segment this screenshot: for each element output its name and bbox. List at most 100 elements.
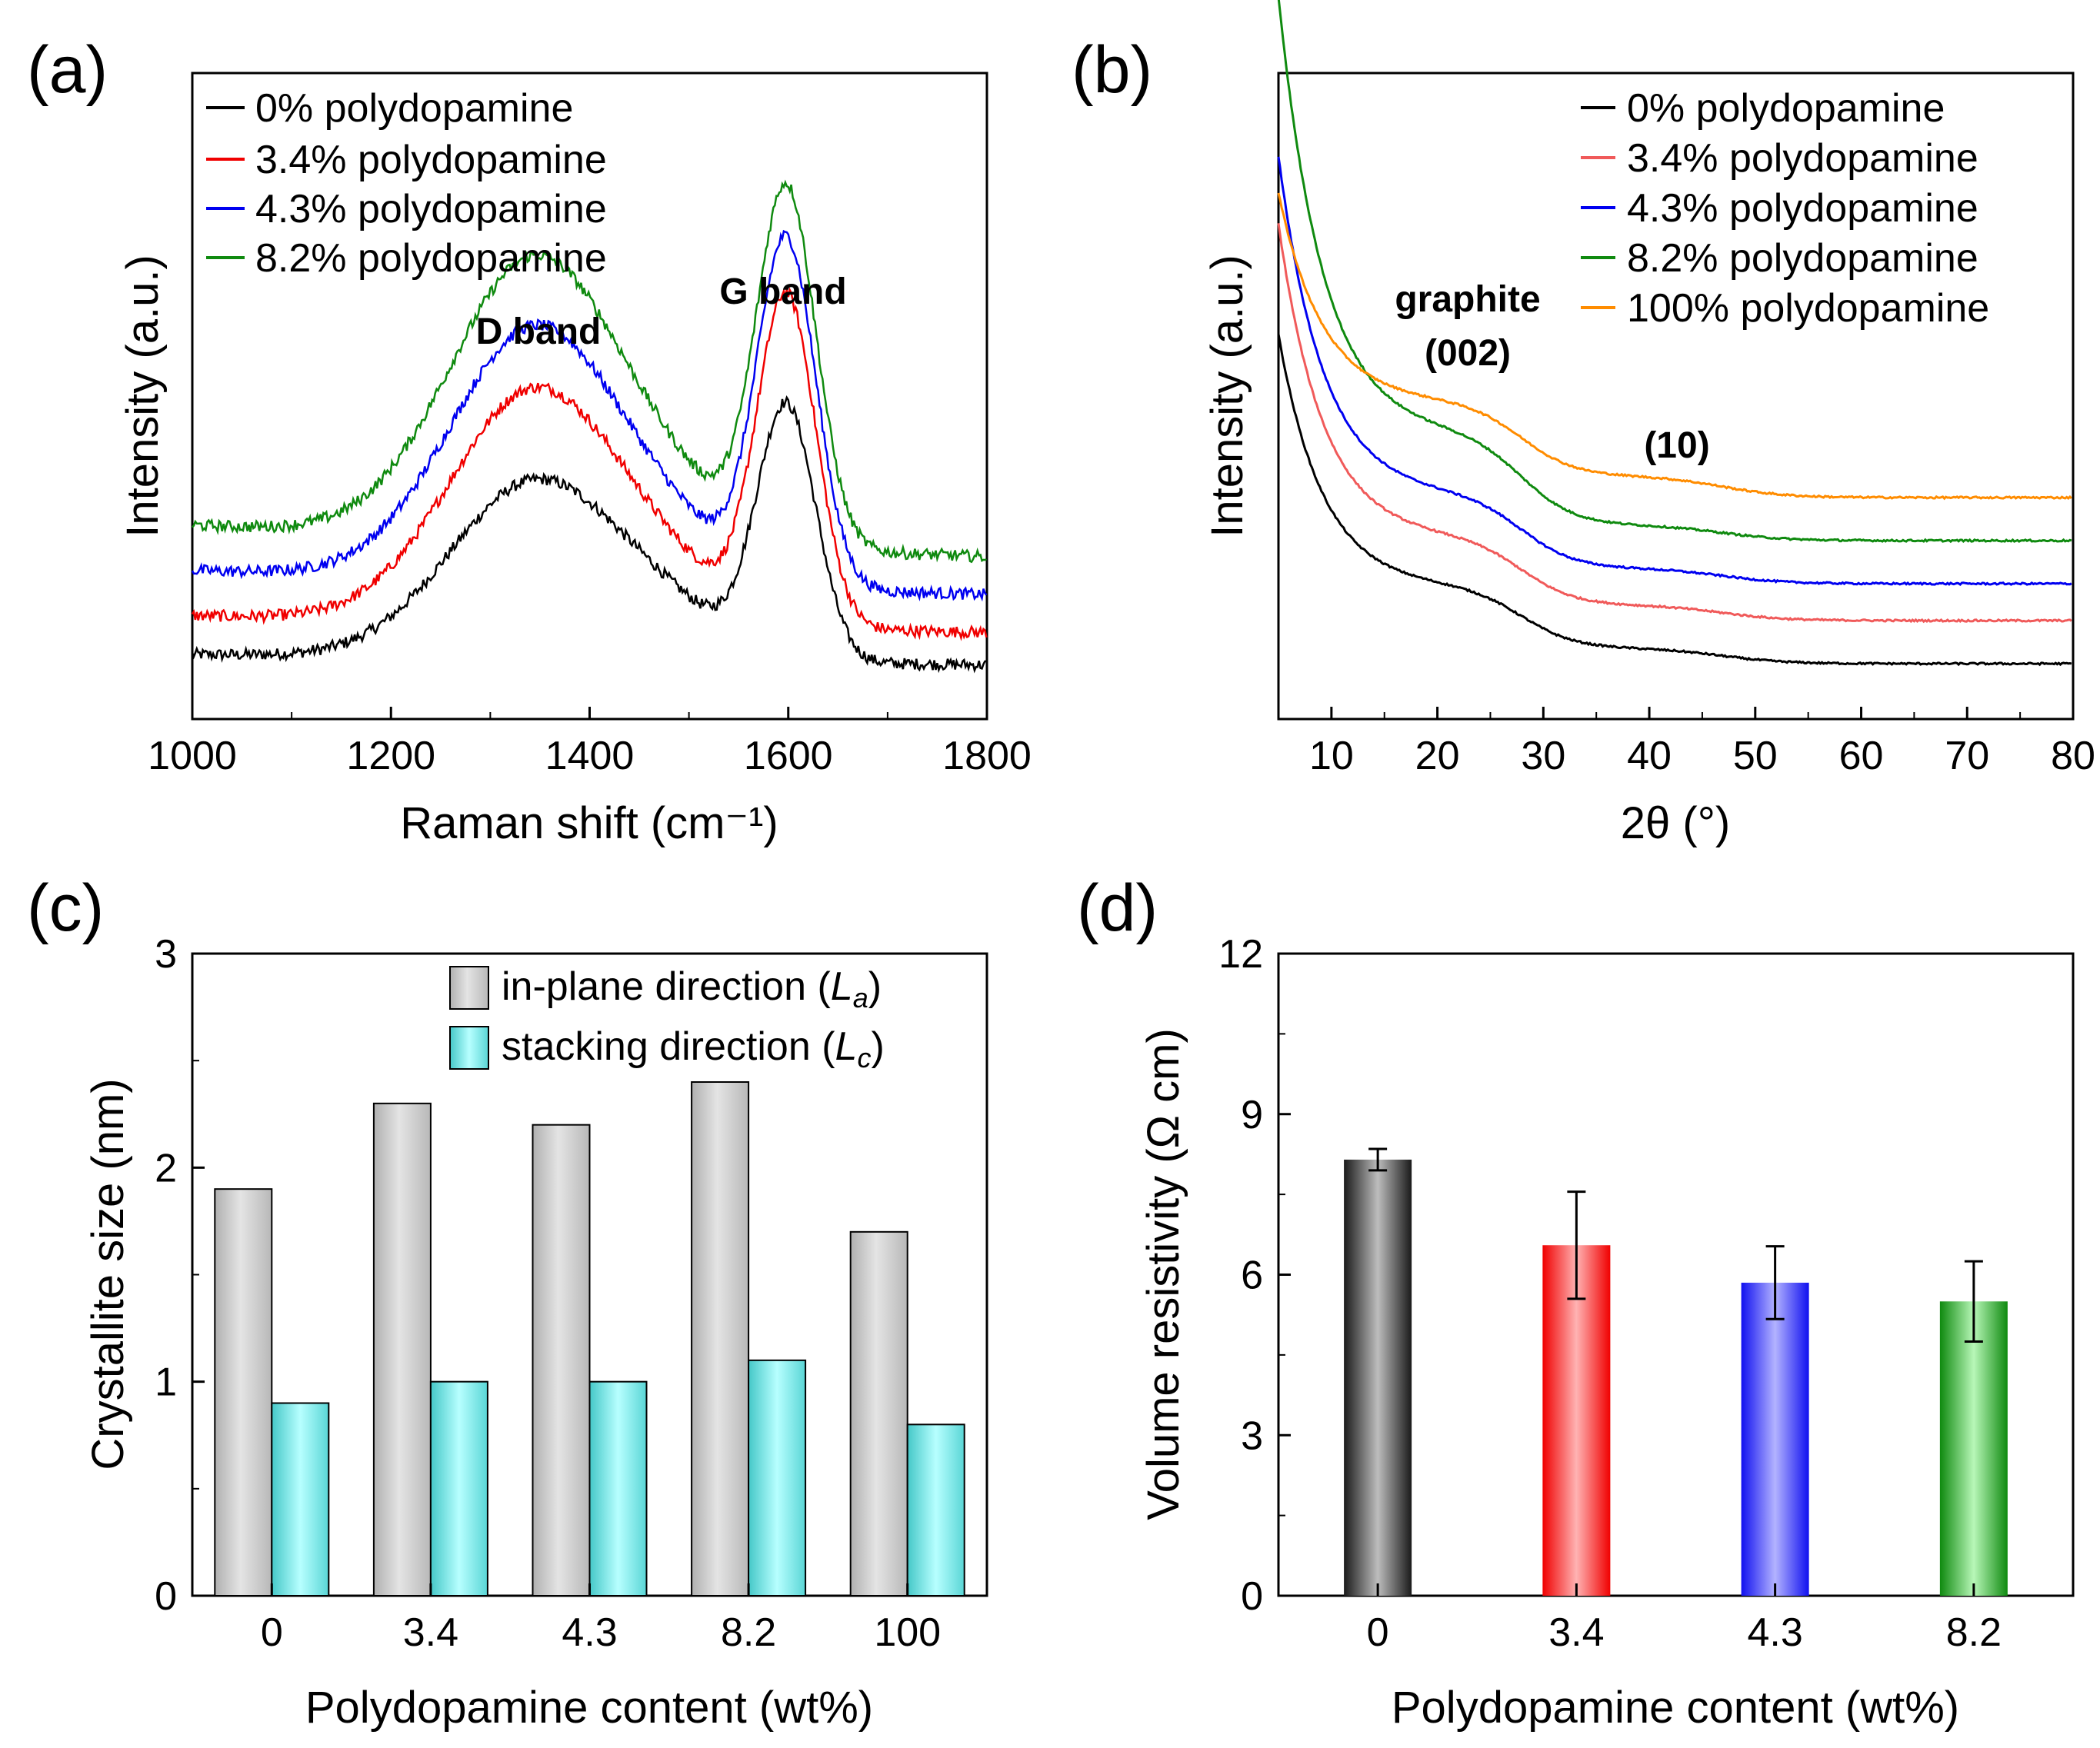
legend-item: in-plane direction (La): [449, 964, 882, 1014]
legend-item: 8.2% polydopamine: [1581, 236, 1978, 281]
x-axis-label: Polydopamine content (wt%): [1392, 1683, 1959, 1733]
x-axis-ticks: 10 20 30 40 50 60 70 80: [1309, 707, 2095, 778]
x-tick-label: 30: [1521, 734, 1565, 778]
x-tick-label: 50: [1733, 734, 1778, 778]
legend-item: 0% polydopamine: [206, 86, 573, 131]
x-tick-label: 40: [1627, 734, 1672, 778]
y-tick-label: 12: [1218, 932, 1263, 977]
x-tick-label: 4.3: [1747, 1610, 1802, 1655]
bar: [849, 1230, 908, 1597]
x-tick-label: 8.2: [1946, 1610, 2002, 1655]
legend-label: in-plane direction (La): [502, 964, 882, 1014]
x-tick-label: 4.3: [562, 1610, 617, 1655]
x-tick-label: 1600: [744, 734, 833, 778]
x-axis-label: 2θ (°): [1621, 798, 1730, 848]
x-tick-label: 20: [1415, 734, 1460, 778]
series-line: [191, 229, 988, 602]
bar: [429, 1380, 488, 1597]
bar: [691, 1081, 750, 1597]
legend-item: 4.3% polydopamine: [206, 187, 607, 231]
peak-002-annotation: (002): [1425, 333, 1511, 374]
legend-label: 3.4% polydopamine: [255, 138, 607, 182]
legend-label: 8.2% polydopamine: [255, 236, 607, 281]
g-band-annotation: G band: [719, 271, 846, 312]
y-tick-label: 6: [1241, 1254, 1263, 1298]
y-tick-label: 1: [155, 1360, 177, 1405]
legend-label: 100% polydopamine: [1627, 286, 1989, 331]
x-tick-label: 100: [874, 1610, 941, 1655]
legend-label: 4.3% polydopamine: [255, 187, 607, 231]
y-tick-label: 2: [155, 1146, 177, 1190]
bar: [1939, 1301, 2008, 1596]
legend-label: 0% polydopamine: [255, 86, 573, 131]
series-line: [1277, 334, 2072, 667]
crystallite-bars: [214, 1081, 965, 1597]
y-tick-label: 3: [1241, 1413, 1263, 1458]
x-tick-label: 0: [261, 1610, 283, 1655]
legend-item: 8.2% polydopamine: [206, 236, 607, 281]
legend-label: 3.4% polydopamine: [1627, 136, 1978, 181]
volume-resistivity-chart: 0 3 6 9 12 0 3.4 4.3 8.2 Polydopamine content (w…: [1138, 932, 2075, 1733]
bar: [588, 1380, 648, 1597]
series-line: [1277, 223, 2072, 624]
axis-ticks: 0 1 2 3 0 3.4 4.3 8.2 100: [155, 932, 941, 1655]
d-band-annotation: D band: [476, 311, 602, 352]
series-line: [191, 287, 988, 641]
legend-label: 0% polydopamine: [1627, 86, 1945, 131]
series-line: [1277, 192, 2072, 501]
resistivity-bars: [1344, 1147, 2008, 1596]
x-tick-label: 3.4: [403, 1610, 458, 1655]
panel-label-a: (a): [27, 33, 108, 107]
x-tick-label: 0: [1367, 1610, 1389, 1655]
legend-item: 0% polydopamine: [1581, 86, 1945, 131]
x-axis-label: Raman shift (cm⁻¹): [400, 798, 778, 848]
legend-swatch: [449, 966, 489, 1010]
bar: [1344, 1159, 1412, 1596]
x-tick-label: 10: [1309, 734, 1354, 778]
x-axis-label: Polydopamine content (wt%): [305, 1683, 873, 1733]
legend-label: 8.2% polydopamine: [1627, 236, 1978, 281]
y-axis-label: Intensity (a.u.): [118, 255, 168, 537]
bar: [532, 1124, 591, 1597]
legend-item: stacking direction (Lc): [449, 1024, 885, 1074]
series-line: [192, 179, 987, 564]
x-tick-label: 8.2: [721, 1610, 776, 1655]
y-tick-label: 0: [1241, 1574, 1263, 1619]
series-line: [191, 395, 987, 674]
panel-label-c: (c): [27, 871, 104, 945]
plot-frame: [1277, 72, 2075, 721]
x-tick-label: 1000: [148, 734, 237, 778]
series-line: [1277, 0, 2072, 544]
bar: [372, 1102, 432, 1597]
bar: [748, 1359, 807, 1597]
peak-10-annotation: (10): [1644, 425, 1709, 466]
xrd-pattern-chart: 10 20 30 40 50 60 70 80 2θ (°) Intensity (a.u.)…: [1202, 0, 2095, 848]
raman-series-lines: [191, 179, 988, 674]
legend-swatch: [449, 1026, 489, 1070]
y-axis-label: Crystallite size (nm): [83, 1078, 133, 1470]
x-tick-label: 3.4: [1548, 1610, 1604, 1655]
legend-label: 4.3% polydopamine: [1627, 186, 1978, 231]
legend-item: 3.4% polydopamine: [1581, 136, 1978, 181]
series-line: [1277, 156, 2072, 587]
legend-item: 4.3% polydopamine: [1581, 186, 1978, 231]
raman-spectrum-chart: 1000 1200 1400 1600 1800 Raman shift (cm⁻¹) …: [118, 72, 1032, 848]
legend-label: stacking direction (Lc): [502, 1024, 885, 1074]
y-tick-label: 0: [155, 1574, 177, 1619]
graphite-annotation: graphite: [1395, 279, 1540, 320]
y-axis-label: Intensity (a.u.): [1202, 255, 1252, 537]
bar: [214, 1188, 273, 1597]
legend: 0% polydopamine 3.4% polydopamine 4.3% p…: [206, 86, 607, 281]
bar: [1542, 1245, 1611, 1596]
bar: [1741, 1282, 1809, 1596]
y-tick-label: 9: [1241, 1093, 1263, 1137]
legend: 0% polydopamine 3.4% polydopamine 4.3% p…: [1581, 86, 1989, 331]
x-tick-label: 60: [1839, 734, 1884, 778]
x-tick-label: 1200: [346, 734, 435, 778]
x-tick-label: 70: [1945, 734, 1989, 778]
bar: [271, 1402, 330, 1597]
legend-item: 3.4% polydopamine: [206, 138, 607, 182]
legend: in-plane direction (La) stacking directi…: [449, 964, 885, 1074]
x-tick-label: 1800: [942, 734, 1032, 778]
